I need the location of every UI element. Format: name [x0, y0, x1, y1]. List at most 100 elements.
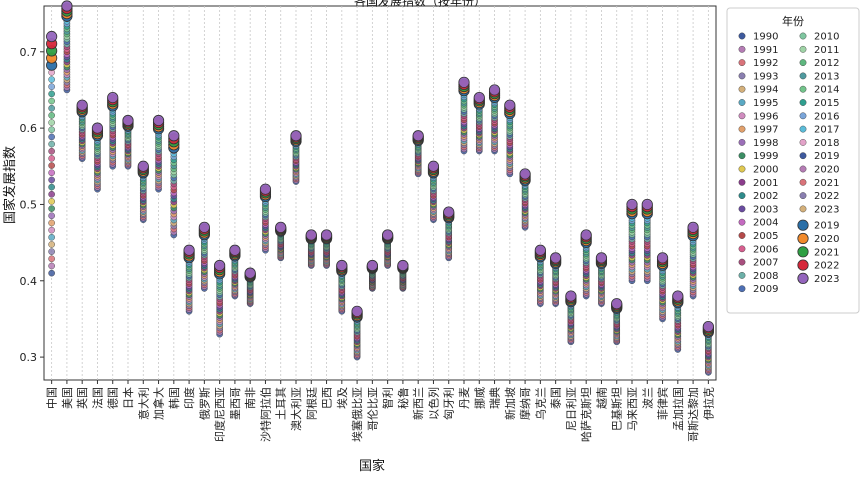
- legend-label: 2004: [753, 218, 778, 229]
- legend-marker: [799, 125, 807, 133]
- x-tick-label: 加拿大: [152, 387, 166, 420]
- legend-marker: [738, 85, 746, 93]
- x-tick-label: 新加坡: [503, 387, 517, 420]
- data-point: [412, 130, 424, 142]
- legend-marker: [799, 45, 807, 53]
- legend-label: 1996: [753, 111, 778, 122]
- legend-label: 2002: [753, 191, 778, 202]
- legend-marker: [738, 232, 746, 239]
- x-tick-label: 巴西: [321, 387, 334, 409]
- x-tick-label: 波兰: [641, 387, 654, 409]
- legend-marker: [799, 72, 807, 80]
- data-point: [48, 104, 55, 112]
- x-tick-label: 乌克兰: [533, 387, 547, 420]
- legend-marker: [738, 245, 746, 253]
- x-tick-label: 孟加拉国: [671, 387, 685, 431]
- data-point: [702, 320, 714, 333]
- country-points: [91, 122, 104, 193]
- data-point: [473, 91, 485, 104]
- legend-marker: [799, 192, 807, 200]
- data-point: [48, 155, 55, 162]
- legend-marker: [738, 192, 746, 200]
- data-point: [611, 298, 623, 310]
- country-points: [519, 168, 531, 231]
- country-points: [61, 0, 73, 94]
- x-tick-label: 美国: [61, 387, 74, 409]
- x-tick-label: 马来西亚: [626, 387, 639, 431]
- legend-marker: [738, 178, 746, 186]
- legend-label: 2015: [814, 98, 839, 109]
- x-tick-label: 智利: [381, 387, 395, 409]
- legend-label: 1999: [753, 151, 778, 162]
- data-point: [183, 244, 195, 256]
- country-points: [565, 290, 577, 346]
- x-tick-label: 挪威: [472, 387, 486, 409]
- y-tick-label: 0.5: [20, 198, 38, 211]
- legend-label: 2019: [814, 221, 839, 232]
- data-point: [48, 241, 55, 248]
- legend-marker: [799, 85, 807, 93]
- x-tick-label: 澳大利亚: [289, 387, 303, 431]
- legend-label: 2021: [814, 247, 839, 258]
- legend-label: 2020: [814, 234, 839, 245]
- country-points: [183, 244, 195, 315]
- data-point: [137, 160, 149, 172]
- legend-label: 1994: [753, 85, 778, 96]
- country-points: [259, 183, 272, 254]
- legend-label: 2012: [814, 58, 839, 69]
- data-point: [488, 84, 501, 96]
- country-points: [320, 229, 333, 269]
- x-tick-label: 尼日利亚: [565, 387, 578, 431]
- x-tick-label: 印度尼西亚: [213, 387, 227, 442]
- y-tick-label: 0.4: [20, 275, 38, 288]
- legend-label: 2003: [753, 204, 778, 215]
- legend-label: 2022: [814, 191, 839, 202]
- country-points: [107, 91, 119, 170]
- data-point: [48, 76, 55, 83]
- country-points: [412, 130, 424, 178]
- country-points: [427, 160, 440, 224]
- legend-marker: [738, 125, 746, 133]
- legend-label: 1995: [753, 98, 778, 109]
- data-point: [595, 252, 608, 264]
- x-tick-label: 德国: [106, 387, 120, 409]
- legend-marker: [797, 259, 809, 271]
- country-points: [458, 76, 470, 155]
- data-point: [48, 169, 55, 177]
- data-point: [48, 219, 55, 227]
- legend-marker: [799, 138, 807, 146]
- country-points: [550, 252, 562, 307]
- data-point: [48, 126, 55, 134]
- x-tick-label: 巴基斯坦: [610, 387, 624, 431]
- country-points: [290, 130, 302, 185]
- x-tick-label: 哥斯达黎加: [686, 387, 700, 442]
- data-point: [48, 233, 55, 241]
- country-points: [46, 30, 58, 277]
- x-tick-label: 伊拉克: [701, 387, 715, 420]
- data-point: [48, 190, 55, 198]
- country-points: [122, 114, 134, 170]
- legend: 年份 1990 1991 1992 1993 1994 1995 1996 1997 1998 19…: [726, 7, 860, 314]
- data-point: [48, 262, 55, 270]
- data-point: [48, 183, 55, 191]
- country-points: [336, 259, 348, 315]
- country-points: [244, 267, 256, 307]
- country-points: [229, 244, 241, 300]
- country-points: [611, 298, 623, 346]
- country-points: [488, 84, 501, 155]
- legend-marker: [738, 72, 746, 80]
- country-points: [595, 252, 608, 307]
- data-point: [48, 269, 55, 277]
- legend-marker: [797, 219, 809, 231]
- legend-marker: [797, 246, 809, 258]
- data-point: [214, 259, 226, 272]
- country-points: [275, 221, 287, 262]
- data-point: [48, 226, 55, 234]
- legend-label: 2023: [814, 204, 839, 215]
- legend-label: 2009: [753, 284, 778, 295]
- chart-title: 各国发展指数（按年份）: [354, 0, 486, 9]
- data-point: [458, 76, 470, 88]
- y-tick-label: 0.7: [20, 46, 38, 59]
- legend-label: 2019: [814, 151, 839, 162]
- legend-marker: [799, 152, 807, 160]
